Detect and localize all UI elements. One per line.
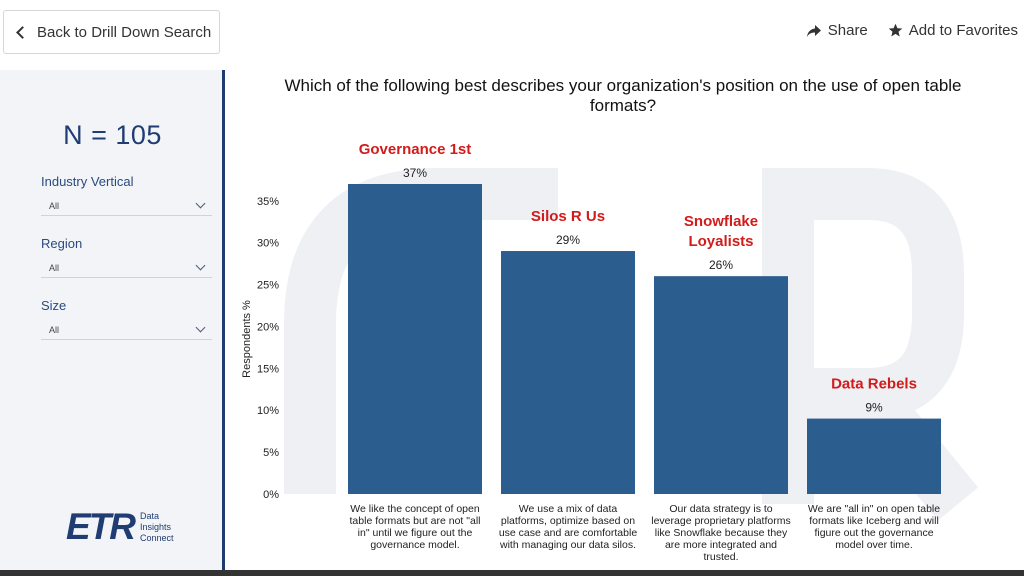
etr-logo: ETR Data Insights Connect [66,506,174,548]
x-category-label: table formats but are not "all [350,515,481,527]
region-select[interactable]: All [41,258,212,278]
bar [501,251,635,494]
back-button-label: Back to Drill Down Search [37,23,212,41]
y-tick-label: 30% [257,238,279,250]
x-category-label: formats like Iceberg and will [809,515,939,527]
x-category-label: We use a mix of data [519,503,618,515]
share-icon [806,24,821,37]
size-value: All [49,325,60,335]
share-button[interactable]: Share [806,22,868,39]
add-to-favorites-button[interactable]: Add to Favorites [888,22,1018,39]
bar-value-label: 9% [865,401,883,415]
region-label: Region [41,236,83,251]
bar [807,418,941,494]
industry-vertical-label: Industry Vertical [41,174,134,189]
y-axis-label: Respondents % [241,300,253,378]
chart-title-line: formats? [590,96,656,115]
industry-vertical-select[interactable]: All [41,196,212,216]
y-tick-label: 25% [257,280,279,292]
x-category-label: use case and are comfortable [499,527,637,539]
logo-text: Data Insights Connect [140,511,174,544]
y-tick-label: 15% [257,363,279,375]
bar-annotation: Snowflake [684,213,758,230]
top-bar: Back to Drill Down Search Share Add to F… [0,0,1024,64]
chart-title-line: Which of the following best describes yo… [284,76,961,95]
x-category-label: We are "all in" on open table [808,503,940,515]
back-to-search-button[interactable]: Back to Drill Down Search [3,10,220,54]
bar-annotation: Governance 1st [359,141,472,158]
logo-line-connect: Connect [140,532,174,543]
logo-line-insights: Insights [140,521,172,532]
star-icon [888,23,903,37]
bar-value-label: 29% [556,233,580,247]
bar-annotation: Silos R Us [531,208,605,225]
size-select[interactable]: All [41,320,212,340]
chevron-down-icon [195,198,206,209]
bar [348,184,482,494]
bar-chart: Which of the following best describes yo… [241,76,979,563]
share-label: Share [827,22,868,39]
chevron-down-icon [195,322,206,333]
x-category-label: model over time. [835,539,913,551]
favorites-label: Add to Favorites [908,22,1018,39]
chevron-left-icon [16,25,29,39]
x-category-label: leverage proprietary platforms [651,515,790,527]
filter-sidebar [0,70,225,570]
bar-annotation: Data Rebels [831,376,917,393]
x-category-label: platforms, optimize based on [501,515,635,527]
bar [654,276,788,494]
y-tick-label: 10% [257,405,279,417]
x-category-label: trusted. [703,551,738,563]
x-category-label: governance model. [370,539,459,551]
bar-annotation: Loyalists [688,233,753,250]
x-category-label: We like the concept of open [350,503,480,515]
x-category-label: with managing our data silos. [499,539,636,551]
x-category-label: like Snowflake because they [655,527,788,539]
y-tick-label: 20% [257,321,279,333]
x-category-label: in" until we figure out the [358,527,473,539]
x-category-label: are more integrated and [665,539,777,551]
bar-value-label: 26% [709,258,733,272]
industry-vertical-value: All [49,201,60,211]
chevron-down-icon [195,260,206,271]
bar-value-label: 37% [403,166,427,180]
y-tick-label: 35% [257,196,279,208]
sidebar-divider [222,70,225,570]
chart-panel: Which of the following best describes yo… [228,64,1024,570]
x-category-label: figure out the governance [814,527,933,539]
bottom-edge [0,570,1024,576]
region-value: All [49,263,60,273]
x-category-label: Our data strategy is to [669,503,772,515]
logo-line-data: Data [140,510,160,521]
y-tick-label: 0% [263,489,279,501]
size-label: Size [41,298,67,313]
sample-size: N = 105 [63,120,162,150]
y-tick-label: 5% [263,447,279,459]
logo-mark: ETR [66,506,136,547]
top-actions: Share Add to Favorites [806,22,1018,39]
